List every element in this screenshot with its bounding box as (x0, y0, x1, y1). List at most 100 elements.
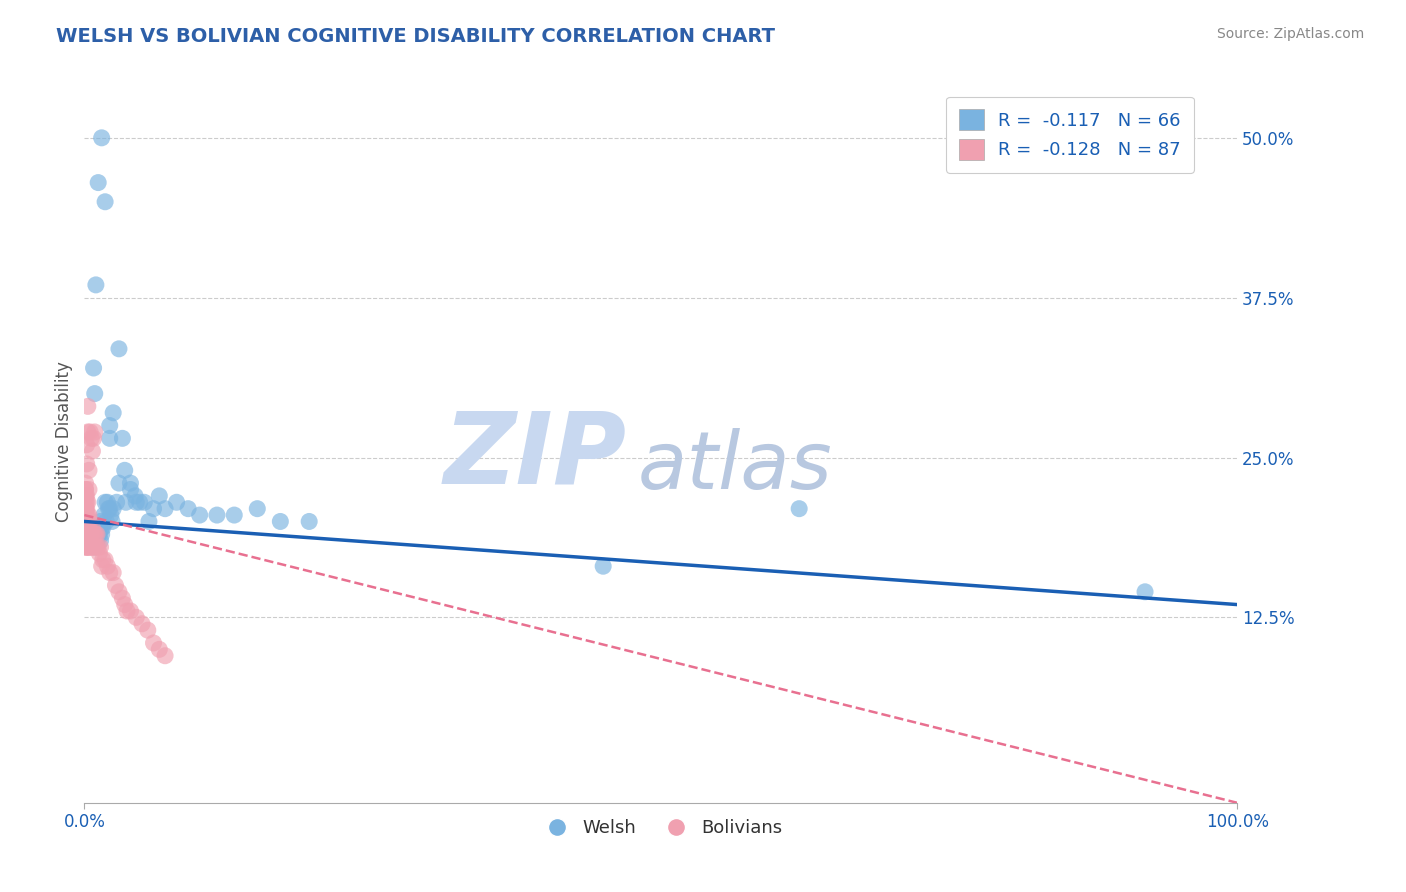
Point (76, 515, 98, 529)
Point (75, 521, 97, 535)
Point (94, 553, 117, 567)
Point (76, 515, 98, 529)
Point (77, 540, 100, 554)
Point (108, 584, 131, 599)
Point (76, 540, 98, 554)
Point (75, 540, 97, 554)
Point (84, 527, 107, 541)
Point (76, 457, 98, 471)
Point (97, 501, 120, 516)
Point (76, 527, 98, 541)
Point (77, 483, 100, 497)
Point (84, 540, 107, 554)
Point (188, 508, 211, 522)
Point (96, 559, 118, 574)
Point (114, 463, 136, 477)
Point (76, 400, 98, 414)
Point (89, 546, 111, 560)
Point (80, 533, 103, 548)
Point (90, 521, 112, 535)
Point (89, 515, 111, 529)
Point (76, 515, 98, 529)
Point (94, 194, 117, 209)
Point (111, 431, 134, 445)
Point (83, 533, 105, 548)
Point (76, 521, 98, 535)
Legend: Welsh, Bolivians: Welsh, Bolivians (531, 812, 790, 845)
Point (82, 540, 104, 554)
Point (75, 515, 97, 529)
Point (89, 540, 111, 554)
Point (75, 483, 97, 497)
Point (89, 521, 111, 535)
Point (125, 495, 148, 509)
Point (104, 578, 127, 592)
Point (87, 176, 110, 190)
Point (79, 540, 101, 554)
Point (98, 418, 121, 433)
Point (86, 527, 108, 541)
Point (105, 495, 128, 509)
Point (84, 277, 107, 292)
Point (76, 495, 98, 509)
Point (76, 540, 98, 554)
Point (75, 521, 97, 535)
Point (80, 431, 103, 445)
Point (205, 508, 228, 522)
Point (83, 540, 105, 554)
Point (76, 527, 98, 541)
Point (82, 527, 104, 541)
Point (89, 533, 111, 548)
Point (98, 501, 121, 516)
Point (77, 508, 100, 522)
Point (83, 431, 105, 445)
Point (298, 515, 321, 529)
Point (76, 508, 98, 522)
Point (75, 483, 97, 497)
Point (103, 406, 124, 420)
Point (75, 527, 97, 541)
Point (114, 598, 136, 612)
Point (138, 515, 160, 529)
Point (75, 533, 97, 548)
Point (77, 521, 100, 535)
Point (86, 540, 108, 554)
Point (91, 521, 114, 535)
Point (75, 501, 97, 516)
Point (75, 508, 97, 522)
Point (82, 444, 104, 458)
Point (134, 495, 156, 509)
Text: atlas: atlas (638, 428, 832, 506)
Point (148, 489, 170, 503)
Point (94, 495, 117, 509)
Point (120, 483, 142, 497)
Point (91, 553, 114, 567)
Point (101, 515, 124, 529)
Point (83, 386, 105, 401)
Point (148, 642, 170, 657)
Point (120, 476, 142, 491)
Point (77, 463, 100, 477)
Point (79, 515, 101, 529)
Point (75, 508, 97, 522)
Point (153, 501, 176, 516)
Point (142, 636, 165, 650)
Point (79, 521, 101, 535)
Point (82, 533, 104, 548)
Point (115, 604, 138, 618)
Point (90, 559, 112, 574)
Point (76, 508, 98, 522)
Point (96, 515, 118, 529)
Point (128, 495, 150, 509)
Point (75, 540, 97, 554)
Point (75, 495, 97, 509)
Point (103, 566, 124, 580)
Point (76, 540, 98, 554)
Point (80, 540, 103, 554)
Point (87, 527, 110, 541)
Point (83, 425, 105, 439)
Point (103, 501, 124, 516)
Point (166, 495, 188, 509)
Point (787, 501, 810, 516)
Point (120, 604, 142, 618)
